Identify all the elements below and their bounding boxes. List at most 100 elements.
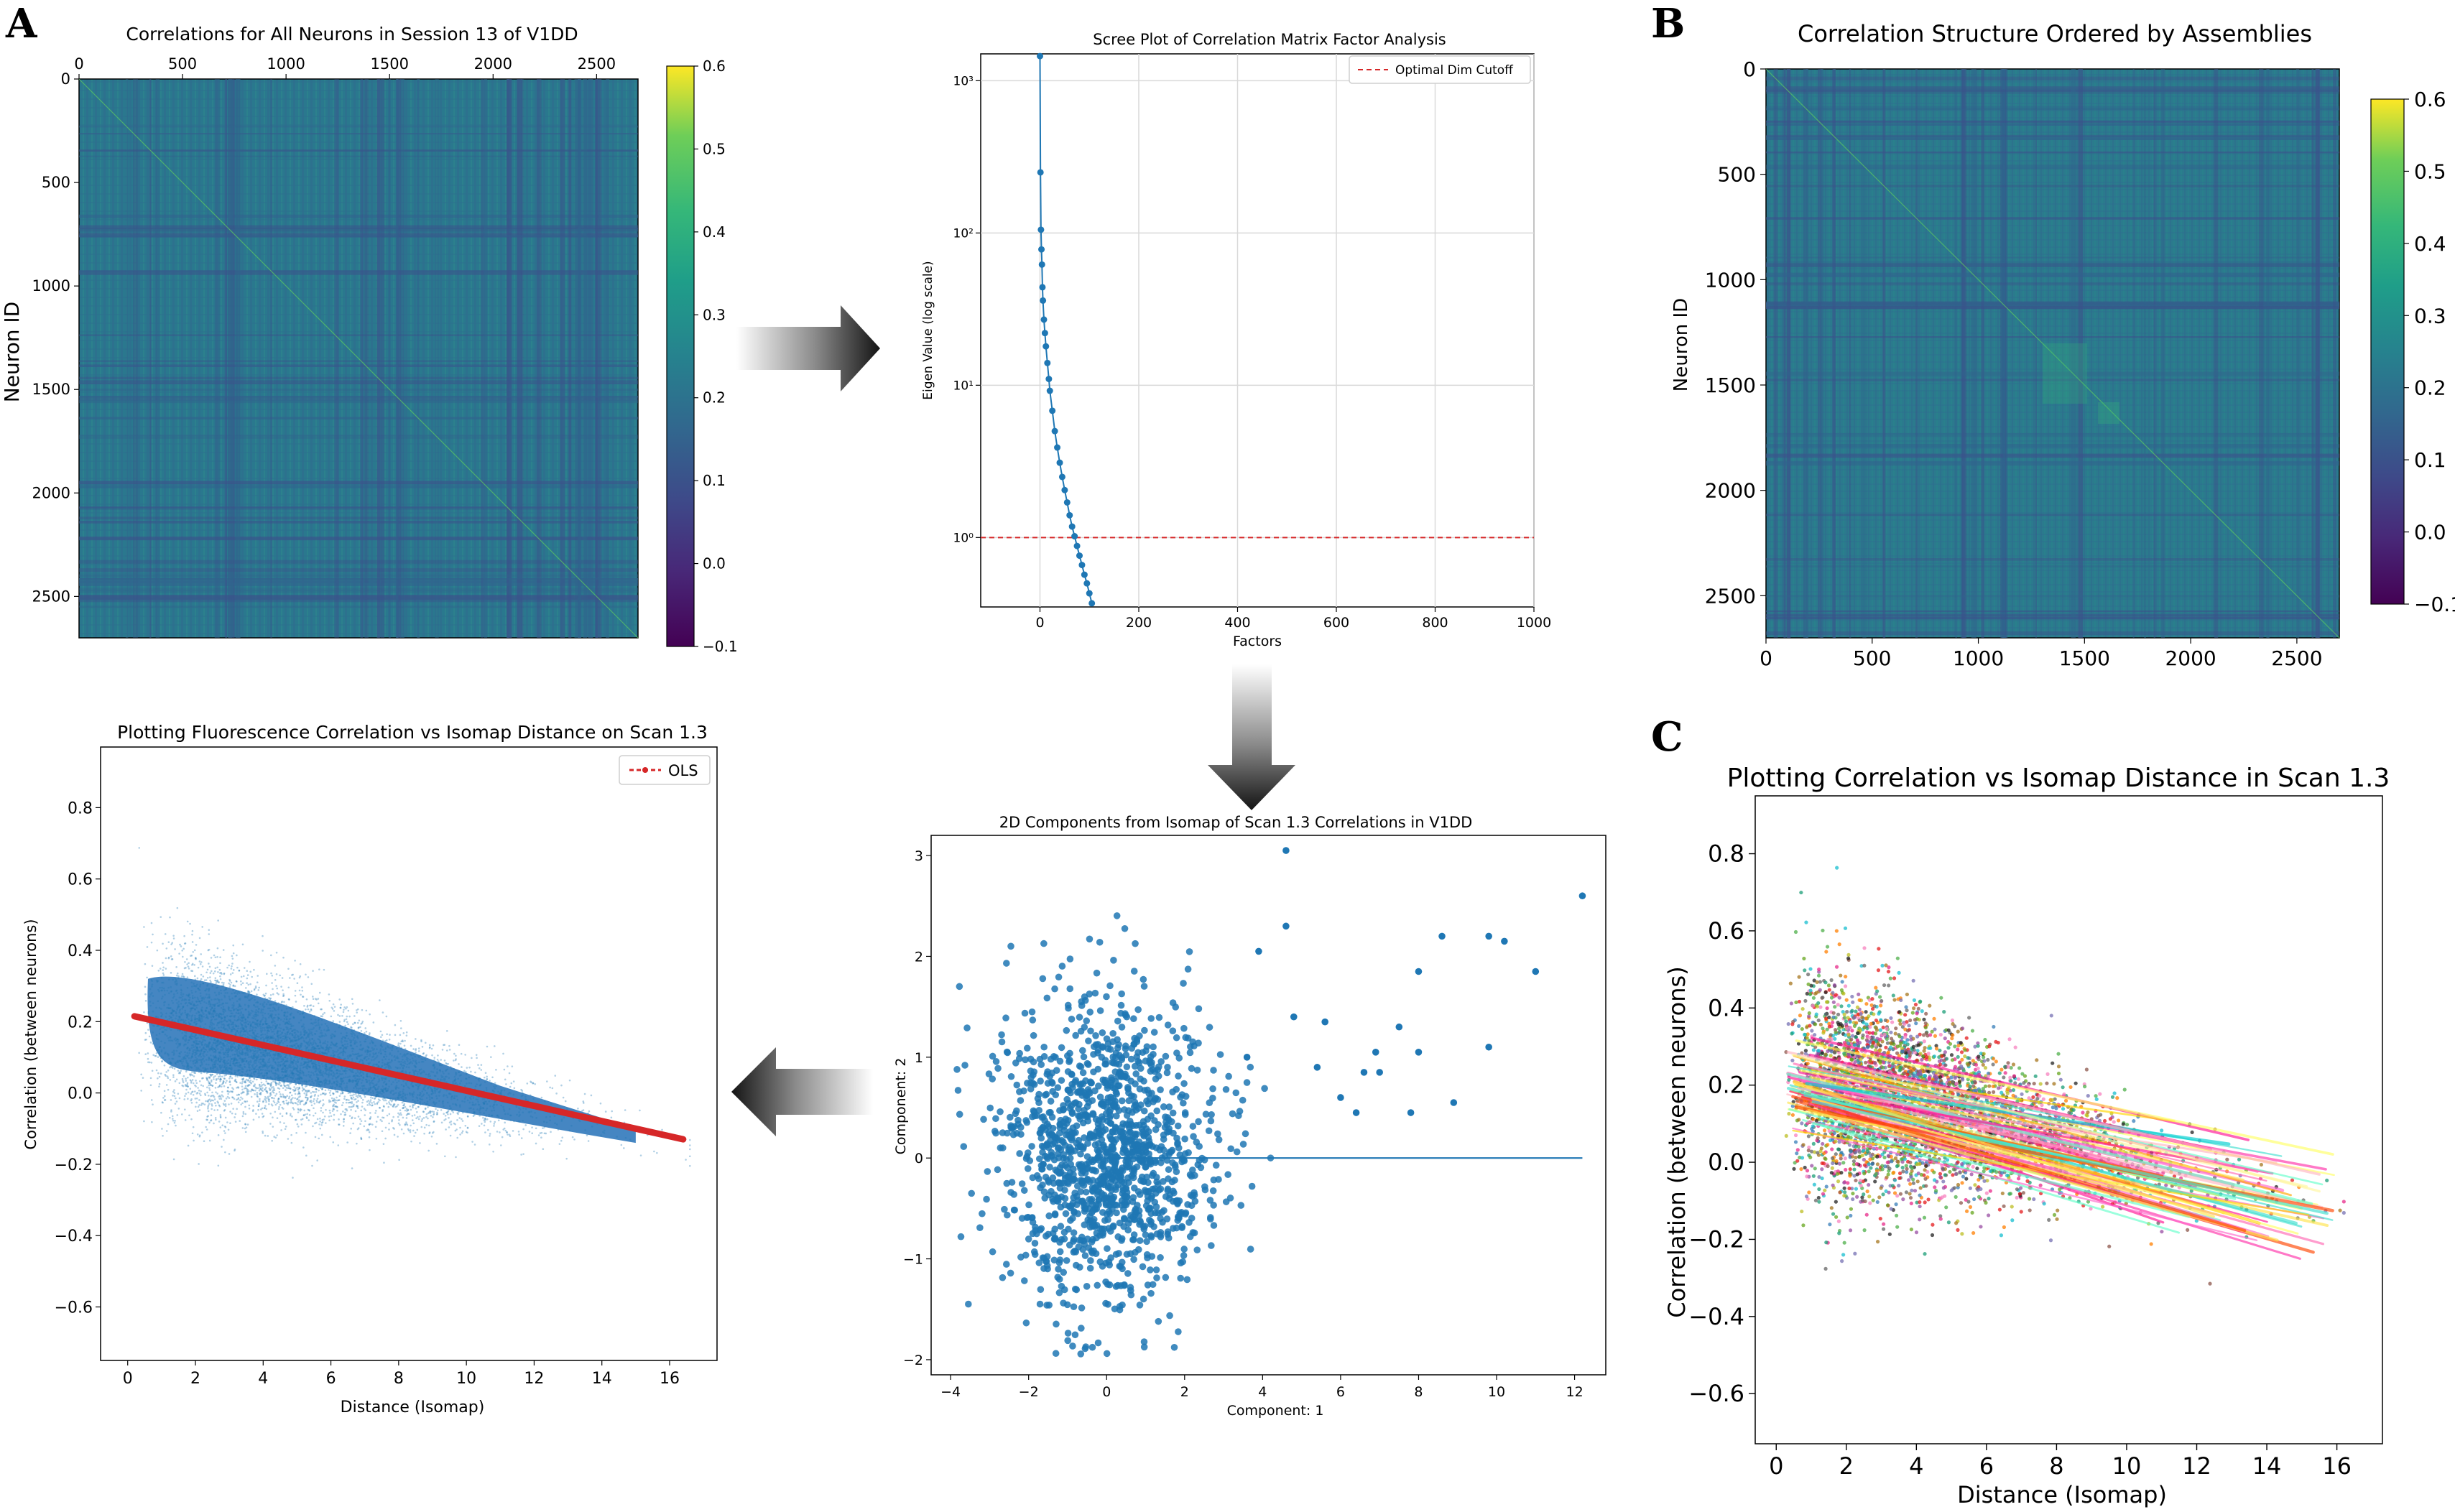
data-point xyxy=(1170,1189,1178,1197)
data-point xyxy=(461,1131,463,1134)
data-point xyxy=(1216,1051,1224,1058)
data-point xyxy=(989,1075,997,1082)
data-point xyxy=(486,1118,489,1121)
data-point xyxy=(1155,1063,1162,1070)
data-point xyxy=(411,1119,414,1121)
data-point xyxy=(624,1109,627,1111)
heatmap-band xyxy=(595,79,599,638)
data-point xyxy=(992,1058,1000,1065)
data-point xyxy=(1168,1118,1175,1126)
data-point xyxy=(322,1070,325,1073)
data-point xyxy=(461,1120,464,1122)
data-point xyxy=(315,1091,318,1093)
data-point xyxy=(297,1103,299,1106)
data-point xyxy=(162,966,165,969)
data-point xyxy=(206,976,209,979)
data-point xyxy=(1076,1062,1083,1070)
data-point xyxy=(1050,1256,1058,1264)
data-point xyxy=(1282,922,1290,930)
data-point xyxy=(1166,1312,1173,1319)
data-point xyxy=(1501,937,1508,945)
data-point xyxy=(357,1087,360,1090)
data-point xyxy=(187,1042,189,1044)
heatmap-band xyxy=(1766,595,2339,598)
data-point xyxy=(1168,1148,1175,1156)
data-point xyxy=(1101,1217,1109,1224)
data-point xyxy=(481,1123,483,1125)
x-tick-label: 12 xyxy=(1566,1384,1583,1400)
data-point xyxy=(1037,52,1043,60)
data-point xyxy=(341,1027,343,1029)
heatmap-band xyxy=(79,506,638,510)
data-point xyxy=(468,1101,471,1104)
data-point xyxy=(347,1009,350,1012)
data-point xyxy=(274,1103,277,1106)
data-point xyxy=(371,1080,373,1082)
data-point xyxy=(1164,1021,1172,1029)
data-point xyxy=(1182,1034,1190,1042)
data-point xyxy=(1011,1206,1018,1214)
data-point xyxy=(488,1144,491,1146)
data-point xyxy=(231,1007,234,1009)
data-point xyxy=(224,1151,226,1154)
data-point xyxy=(262,1039,265,1041)
data-point xyxy=(209,1026,211,1029)
data-point xyxy=(410,1108,412,1111)
data-point xyxy=(286,1073,289,1076)
data-point xyxy=(332,1052,335,1054)
data-point xyxy=(472,1097,475,1099)
data-point xyxy=(239,1014,241,1016)
data-point xyxy=(1148,1253,1156,1260)
y-tick-label: 2000 xyxy=(32,484,70,501)
data-point xyxy=(461,1130,464,1133)
data-point xyxy=(1132,1070,1139,1077)
data-point xyxy=(473,1144,476,1146)
data-point xyxy=(1174,1122,1182,1130)
data-point xyxy=(1061,1174,1069,1182)
data-point xyxy=(237,1065,239,1068)
data-point xyxy=(1036,1129,1044,1137)
data-point xyxy=(374,1053,377,1055)
data-point xyxy=(188,1114,190,1117)
data-point xyxy=(438,1100,440,1103)
data-point xyxy=(1201,1186,1209,1194)
legend-label: Optimal Dim Cutoff xyxy=(1395,63,1514,78)
data-point xyxy=(196,1133,199,1136)
data-point xyxy=(144,985,147,988)
data-point xyxy=(373,1100,375,1103)
data-point xyxy=(989,1052,997,1060)
data-point xyxy=(527,1111,530,1113)
data-point xyxy=(165,1084,168,1086)
data-point xyxy=(294,990,297,992)
data-point xyxy=(368,1080,371,1082)
heatmap-band xyxy=(1766,514,2339,516)
data-point xyxy=(203,998,205,1000)
data-point xyxy=(190,1118,193,1121)
data-point xyxy=(373,1059,375,1061)
data-point xyxy=(1094,1281,1101,1289)
data-point xyxy=(1089,1235,1096,1243)
data-point xyxy=(1209,1187,1217,1195)
data-point xyxy=(1175,1328,1182,1335)
data-point xyxy=(212,972,215,975)
heatmap-band xyxy=(1786,69,1791,638)
data-point xyxy=(1114,1174,1122,1181)
data-point xyxy=(1064,1337,1071,1345)
data-point xyxy=(1157,1185,1165,1193)
data-point xyxy=(412,1059,415,1062)
data-point xyxy=(220,1085,223,1088)
data-point xyxy=(419,1116,421,1118)
data-point xyxy=(1155,1014,1163,1021)
data-point xyxy=(205,1100,207,1103)
data-point xyxy=(384,1058,387,1061)
data-point xyxy=(1157,1086,1164,1093)
data-point xyxy=(333,1065,336,1067)
data-point xyxy=(170,1065,172,1068)
data-point xyxy=(328,1074,330,1077)
data-point xyxy=(1096,1007,1104,1014)
data-point xyxy=(1078,1002,1086,1009)
data-point xyxy=(182,1019,185,1021)
data-point xyxy=(1036,1300,1044,1308)
data-point xyxy=(397,1136,399,1138)
data-point xyxy=(429,1075,432,1077)
